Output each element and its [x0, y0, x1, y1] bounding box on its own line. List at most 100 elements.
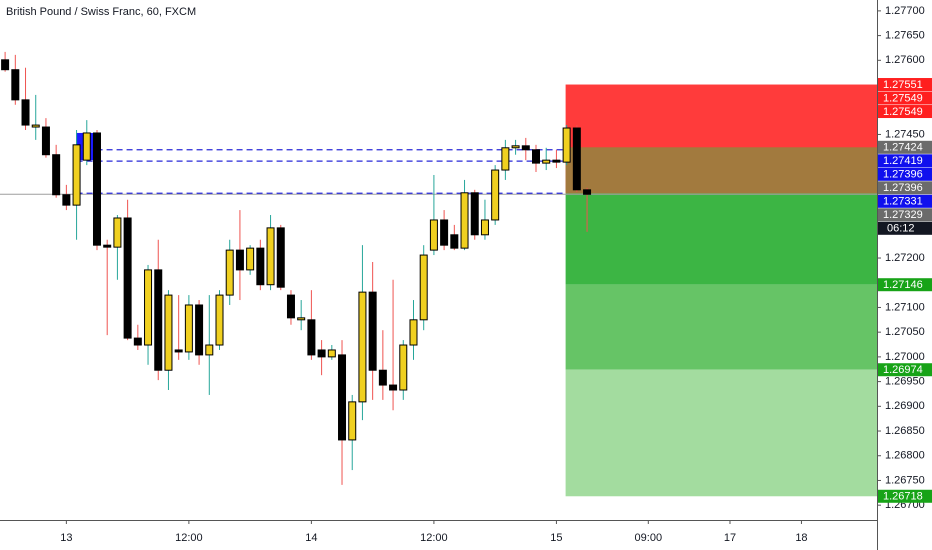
price-label: 1.27146	[883, 279, 923, 291]
candle-body	[52, 154, 61, 196]
candle-body	[378, 369, 387, 386]
candle-body	[419, 254, 428, 321]
price-label-bg	[878, 194, 932, 208]
y-tick-label: 1.27450	[885, 128, 925, 140]
candle-body	[276, 227, 285, 288]
candle-body	[246, 247, 255, 271]
price-label-bg	[878, 91, 932, 105]
target-zone	[565, 284, 877, 370]
price-label-bg	[878, 78, 932, 92]
candle-body	[562, 127, 571, 163]
candle-body	[440, 219, 449, 246]
price-label-bg	[878, 154, 932, 168]
candle-body	[429, 219, 438, 251]
candle-body	[532, 149, 541, 164]
candle-body	[21, 99, 30, 126]
candle-body	[256, 247, 265, 286]
price-label: 1.27419	[883, 155, 923, 167]
price-label: 1.26974	[883, 364, 923, 376]
candle-body	[358, 291, 367, 403]
x-tick-label: 09:00	[635, 532, 663, 544]
candle-body	[480, 219, 489, 236]
y-tick-label: 1.27100	[885, 301, 925, 313]
candle-body	[92, 132, 101, 246]
price-label-bg	[878, 278, 932, 292]
x-tick-label: 17	[724, 532, 736, 544]
candle-body	[235, 249, 244, 271]
y-tick-label: 1.27700	[885, 5, 925, 17]
y-tick-label: 1.27200	[885, 252, 925, 264]
candle-body	[144, 269, 153, 346]
x-tick-label: 18	[795, 532, 807, 544]
candle-body	[583, 189, 592, 195]
overlap-zone	[565, 147, 877, 194]
candle-body	[521, 145, 530, 151]
candle-body	[511, 145, 520, 149]
candle-body	[225, 249, 234, 296]
y-tick-label: 1.26900	[885, 400, 925, 412]
price-label: 1.27331	[883, 196, 923, 208]
y-tick-label: 1.27650	[885, 29, 925, 41]
candle-body	[409, 319, 418, 346]
candle-body	[286, 294, 295, 319]
countdown-bg	[878, 221, 932, 235]
candle-body	[1, 59, 10, 71]
candle-body	[41, 126, 50, 156]
price-label: 1.26718	[883, 491, 923, 503]
x-tick-label: 14	[305, 532, 317, 544]
candle-body	[164, 294, 173, 371]
price-label: 1.27551	[883, 79, 923, 91]
candle-body	[195, 304, 204, 356]
target-zone	[565, 193, 877, 285]
target-zone	[565, 369, 877, 497]
y-tick-label: 1.26950	[885, 376, 925, 388]
candle-body	[82, 132, 91, 161]
x-tick-label: 15	[550, 532, 562, 544]
candle-body	[62, 194, 71, 206]
price-label: 1.27396	[883, 169, 923, 181]
y-tick-label: 1.27050	[885, 326, 925, 338]
candle-body	[572, 127, 581, 191]
price-label-bg	[878, 181, 932, 195]
candle-body	[154, 269, 163, 371]
candle-body	[470, 192, 479, 236]
candle-body	[11, 69, 20, 101]
candle-body	[72, 144, 81, 206]
price-label: 1.27549	[883, 106, 923, 118]
y-tick-label: 1.27600	[885, 54, 925, 66]
candle-body	[184, 304, 193, 353]
price-label-bg	[878, 105, 932, 119]
candle-body	[133, 337, 142, 346]
chart-title: British Pound / Swiss Franc, 60, FXCM	[6, 6, 196, 18]
y-tick-label: 1.26800	[885, 450, 925, 462]
price-label: 1.27424	[883, 142, 923, 154]
x-tick-label: 13	[60, 532, 72, 544]
y-tick-label: 1.27000	[885, 351, 925, 363]
price-label: 1.27549	[883, 92, 923, 104]
x-tick-label: 12:00	[420, 532, 448, 544]
price-label: 1.27396	[883, 182, 923, 194]
y-tick-label: 1.26750	[885, 474, 925, 486]
price-label-bg	[878, 363, 932, 377]
y-tick-label: 1.26850	[885, 425, 925, 437]
candle-body	[103, 244, 112, 248]
candle-body	[266, 227, 275, 286]
x-tick-label: 12:00	[175, 532, 203, 544]
price-label-bg	[878, 489, 932, 503]
price-label-bg	[878, 167, 932, 181]
candle-body	[123, 217, 132, 339]
candle-body	[327, 349, 336, 358]
candle-body	[460, 192, 469, 249]
candle-body	[338, 354, 347, 441]
countdown: 06:12	[887, 223, 915, 235]
plot-area	[0, 51, 877, 497]
candle-body	[174, 349, 183, 353]
candle-body	[113, 217, 122, 248]
candle-body	[399, 344, 408, 391]
candle-body	[205, 344, 214, 356]
candle-body	[31, 124, 40, 128]
candle-body	[389, 384, 398, 391]
candle-body	[348, 401, 357, 441]
price-label-bg	[878, 208, 932, 222]
